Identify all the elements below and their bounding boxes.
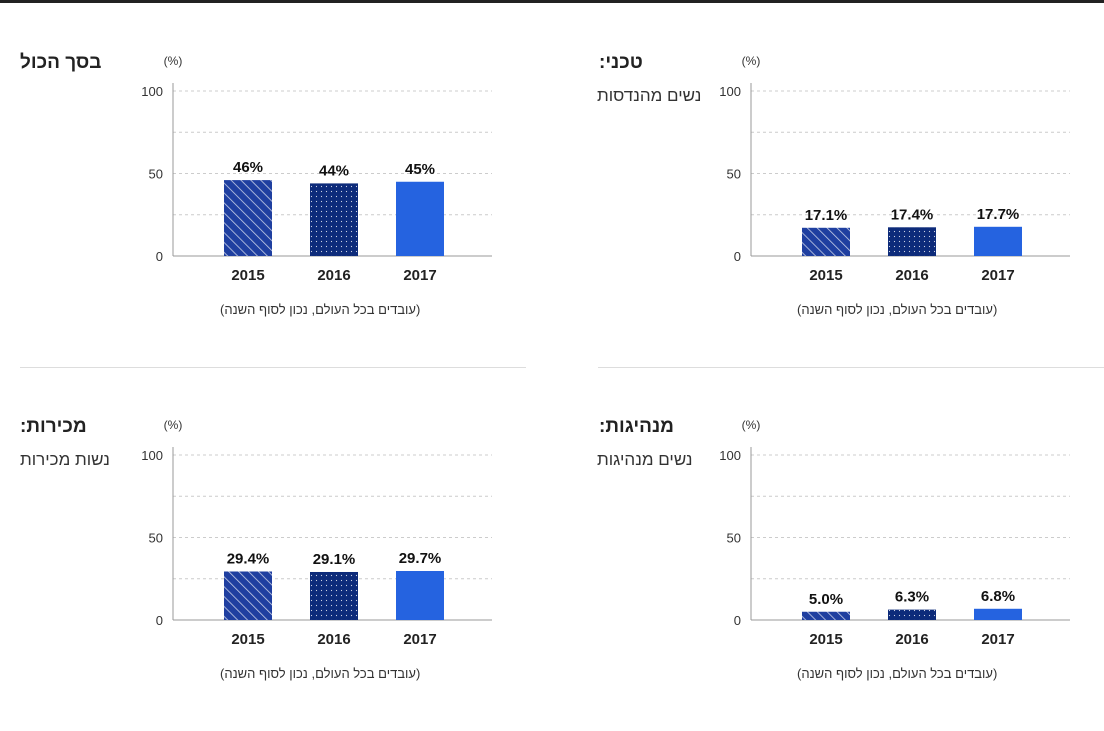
bar-chart-sales: (%) 0 50 100 29.4% 2015 29.1% 2016 29.7% 2017 [141, 418, 492, 648]
y-tick-label: 100 [141, 448, 163, 463]
chart-note: (עובדים בכל העולם, נכון לסוף השנה) [797, 302, 998, 317]
x-tick-label: 2017 [981, 631, 1014, 648]
x-tick-label: 2016 [895, 267, 928, 284]
x-tick-label: 2017 [403, 267, 436, 284]
chart-title: מנהיגות: [599, 416, 674, 437]
y-unit-label: (%) [742, 418, 761, 432]
y-unit-label: (%) [164, 418, 183, 432]
x-tick-label: 2016 [317, 631, 350, 648]
x-tick-label: 2015 [231, 631, 264, 648]
bar-2015 [802, 611, 850, 620]
bar-chart-leadership: (%) 0 50 100 5.0% 2015 6.3% 2016 6.8% 2017 [719, 418, 1070, 648]
bar-chart-overall: (%) 0 50 100 46% 2015 44% 2016 45% 2017 [141, 54, 492, 284]
bar-2016 [888, 609, 936, 620]
y-tick-label: 50 [727, 531, 741, 546]
y-tick-label: 50 [727, 167, 741, 182]
x-tick-label: 2015 [809, 267, 842, 284]
chart-note: (עובדים בכל העולם, נכון לסוף השנה) [220, 302, 421, 317]
y-tick-label: 100 [719, 84, 741, 99]
bar-2016 [310, 183, 358, 256]
y-tick-label: 50 [149, 531, 163, 546]
y-tick-label: 0 [734, 613, 741, 628]
data-label: 29.1% [313, 551, 356, 568]
y-unit-label: (%) [742, 54, 761, 68]
chart-title: מכירות: [20, 416, 87, 437]
chart-subtitle: נשים מהנדסות [597, 86, 702, 105]
data-label: 44% [319, 162, 349, 179]
y-tick-label: 0 [156, 249, 163, 264]
chart-subtitle: נשים מנהיגות [597, 450, 693, 469]
x-tick-label: 2017 [981, 267, 1014, 284]
x-tick-label: 2016 [895, 631, 928, 648]
top-border [0, 0, 1104, 3]
chart-subtitle: נשות מכירות [20, 450, 110, 469]
data-label: 17.1% [805, 207, 848, 224]
data-label: 6.3% [895, 589, 929, 606]
chart-note: (עובדים בכל העולם, נכון לסוף השנה) [220, 666, 421, 681]
data-label: 5.0% [809, 591, 843, 608]
bar-2015 [224, 180, 272, 256]
chart-title: טכני: [599, 52, 643, 73]
bar-2015 [802, 227, 850, 256]
bar-2015 [224, 571, 272, 620]
bar-2016 [888, 227, 936, 256]
bar-2017 [974, 226, 1022, 256]
chart-note: (עובדים בכל העולם, נכון לסוף השנה) [797, 666, 998, 681]
bar-2016 [310, 571, 358, 620]
data-label: 6.8% [981, 588, 1015, 605]
bar-2017 [396, 181, 444, 256]
chart-title: בסך הכול [20, 52, 102, 73]
divider [598, 367, 1104, 368]
y-tick-label: 100 [141, 84, 163, 99]
data-label: 29.7% [399, 550, 442, 567]
divider [20, 367, 526, 368]
y-tick-label: 0 [734, 249, 741, 264]
data-label: 45% [405, 161, 435, 178]
data-label: 17.7% [977, 206, 1020, 223]
bar-2017 [974, 608, 1022, 620]
x-tick-label: 2017 [403, 631, 436, 648]
bar-chart-technical: (%) 0 50 100 17.1% 2015 17.4% 2016 17.7% 2017 [719, 54, 1070, 284]
bar-2017 [396, 570, 444, 620]
y-tick-label: 50 [149, 167, 163, 182]
y-tick-label: 100 [719, 448, 741, 463]
data-label: 29.4% [227, 550, 270, 567]
y-tick-label: 0 [156, 613, 163, 628]
x-tick-label: 2016 [317, 267, 350, 284]
data-label: 17.4% [891, 206, 934, 223]
data-label: 46% [233, 159, 263, 176]
x-tick-label: 2015 [231, 267, 264, 284]
x-tick-label: 2015 [809, 631, 842, 648]
y-unit-label: (%) [164, 54, 183, 68]
